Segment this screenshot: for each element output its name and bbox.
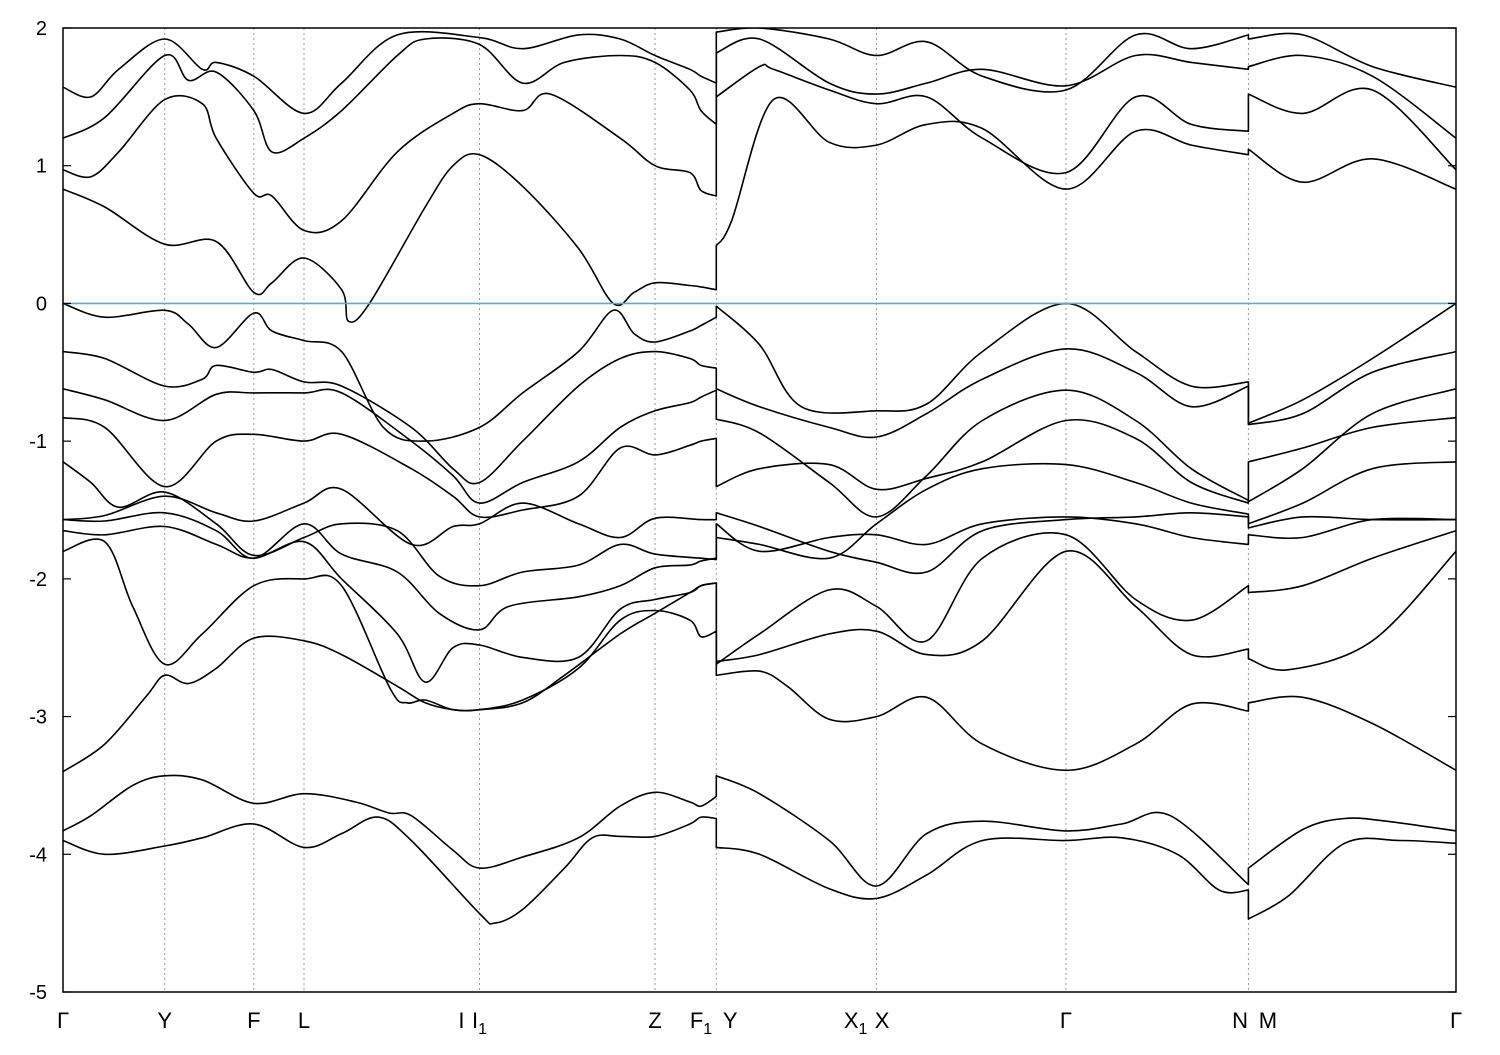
x-tick-label: Γ: [1450, 1008, 1462, 1033]
band-line: [63, 388, 1456, 518]
x-tick-subscript: 1: [859, 1021, 868, 1038]
y-tick-label: 1: [36, 156, 47, 178]
band-line: [63, 511, 1456, 631]
x-tick-label: F: [247, 1008, 260, 1033]
x-tick-subscript: 1: [703, 1021, 712, 1038]
band-line: [63, 28, 1456, 115]
band-line: [63, 609, 1456, 773]
band-line: [63, 816, 1456, 925]
y-tick-label: -2: [29, 569, 47, 591]
x-tick-label: Y: [723, 1008, 738, 1033]
x-tick-label: X: [875, 1008, 890, 1033]
band-line: [63, 416, 1456, 519]
y-tick-label: -1: [29, 431, 47, 453]
band-line: [63, 302, 1456, 442]
y-tick-label: 2: [36, 18, 47, 40]
band-line: [63, 37, 1456, 154]
band-line: [63, 461, 1456, 587]
band-lines: [63, 28, 1456, 925]
x-tick-label: Z: [648, 1008, 661, 1033]
y-tick-label: -3: [29, 707, 47, 729]
y-tick-label: -4: [29, 844, 47, 866]
x-tick-label: Γ: [1060, 1008, 1072, 1033]
band-line: [63, 63, 1456, 234]
x-tick-subscript: 1: [478, 1021, 487, 1038]
band-line: [63, 774, 1456, 887]
x-tick-label: N: [1232, 1008, 1248, 1033]
band-line: [63, 348, 1456, 485]
band-line: [63, 96, 1456, 323]
y-tick-label: -5: [29, 982, 47, 1004]
y-tick-label: 0: [36, 293, 47, 315]
band-line: [63, 538, 1456, 712]
plot-frame: [62, 27, 1457, 993]
band-line: [63, 525, 1456, 683]
x-tick-label: Y: [157, 1008, 172, 1033]
x-tick-label: Γ: [57, 1008, 69, 1033]
y-axis-ticks: -5 -4 -3 -2 -1 0 1 2: [29, 18, 1456, 1004]
x-tick-label: L: [298, 1008, 310, 1033]
x-tick-label: I: [458, 1008, 464, 1033]
band-line: [63, 486, 1456, 575]
x-tick-label: M: [1259, 1008, 1277, 1033]
